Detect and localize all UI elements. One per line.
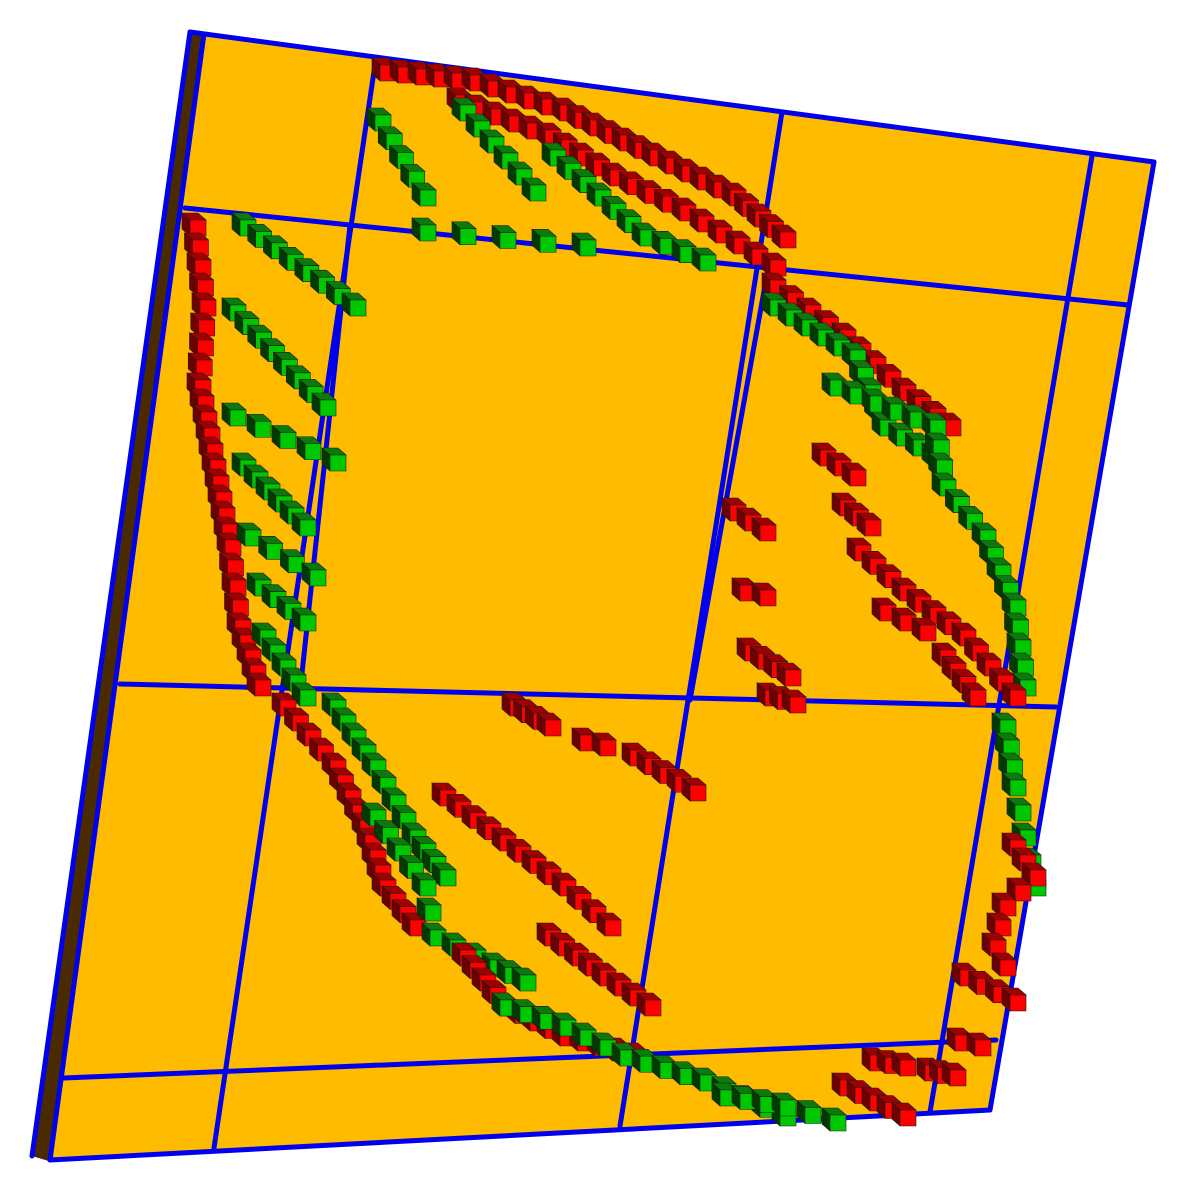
green-cube xyxy=(511,967,537,992)
green-cube xyxy=(291,607,317,632)
green-cube xyxy=(399,163,426,188)
green-cube xyxy=(1008,652,1035,677)
red-cube xyxy=(681,777,707,802)
grid-line xyxy=(117,681,1059,710)
cube-markers xyxy=(181,57,1047,1132)
red-cube xyxy=(636,992,662,1017)
red-cube xyxy=(841,462,867,487)
red-cube xyxy=(1001,832,1027,857)
red-cube xyxy=(911,617,937,642)
red-cube xyxy=(246,672,272,697)
red-cube xyxy=(891,1102,917,1127)
red-cube xyxy=(891,1052,917,1077)
green-cube xyxy=(271,424,297,450)
grid-line xyxy=(61,1037,999,1081)
green-cube xyxy=(416,897,442,922)
red-cube xyxy=(861,550,887,575)
green-cube xyxy=(927,452,954,477)
green-cube xyxy=(771,1092,797,1117)
green-cube xyxy=(341,292,367,317)
red-cube xyxy=(991,892,1017,917)
plate-edge xyxy=(32,32,206,1162)
green-cube xyxy=(507,161,533,186)
green-cube xyxy=(841,380,867,405)
red-cube xyxy=(536,712,562,737)
green-cube xyxy=(997,752,1024,777)
plate-face xyxy=(50,34,1154,1160)
green-cube xyxy=(796,1099,822,1125)
green-cube xyxy=(1001,592,1027,617)
green-cube xyxy=(296,436,322,461)
red-cube xyxy=(189,312,216,337)
red-cube xyxy=(223,592,250,617)
green-cube xyxy=(301,562,327,587)
red-cube xyxy=(856,512,882,537)
red-cube xyxy=(218,552,245,577)
green-cube xyxy=(257,535,284,560)
red-cube xyxy=(188,272,215,297)
green-cube xyxy=(221,402,247,427)
green-cube xyxy=(821,1107,847,1132)
red-cube xyxy=(771,224,797,249)
grid-line xyxy=(617,109,785,1129)
green-cube xyxy=(451,221,477,246)
green-cube xyxy=(921,412,947,437)
grid-line xyxy=(182,205,1131,308)
green-cube xyxy=(491,224,517,250)
red-cube xyxy=(967,970,994,995)
red-cube xyxy=(961,682,987,707)
green-cube xyxy=(386,837,412,862)
red-cube xyxy=(776,662,802,687)
green-cube xyxy=(411,872,437,897)
green-cube xyxy=(291,512,317,537)
green-cube xyxy=(591,1032,617,1057)
green-cube xyxy=(279,549,306,574)
green-cube xyxy=(994,732,1021,757)
grid-line xyxy=(47,31,207,1163)
grid-line xyxy=(187,29,1157,165)
green-cube xyxy=(281,667,307,692)
grid-line xyxy=(687,255,773,703)
red-cube xyxy=(986,912,1012,937)
green-cube xyxy=(311,392,337,417)
red-cube xyxy=(191,292,217,317)
red-cube xyxy=(781,689,807,714)
green-cube xyxy=(411,182,437,207)
green-cube xyxy=(691,247,717,272)
red-cube xyxy=(183,232,210,257)
green-cube xyxy=(711,1082,737,1107)
green-cube xyxy=(924,432,951,457)
green-cube xyxy=(411,217,437,242)
green-cube xyxy=(571,232,597,257)
green-cube xyxy=(1003,612,1030,637)
red-cube xyxy=(188,332,215,357)
green-cube xyxy=(246,413,272,438)
green-cube xyxy=(1006,632,1032,657)
green-cube xyxy=(991,712,1017,737)
grid-line xyxy=(29,29,193,1159)
green-cube xyxy=(978,539,1005,565)
red-cube xyxy=(941,1062,967,1087)
red-cube xyxy=(187,352,214,377)
green-cube xyxy=(848,359,875,385)
red-cube xyxy=(596,912,622,937)
grid-line xyxy=(987,159,1157,1113)
red-cube xyxy=(966,1032,992,1057)
green-cube xyxy=(531,228,557,253)
red-cube xyxy=(751,517,777,542)
red-cube xyxy=(591,732,617,757)
green-cube xyxy=(321,447,347,472)
red-cube xyxy=(743,241,769,266)
green-cube xyxy=(521,177,547,202)
green-cube xyxy=(1001,772,1027,797)
red-cube xyxy=(221,572,247,597)
red-cube xyxy=(1001,682,1027,707)
red-cube xyxy=(1001,987,1027,1012)
green-cube xyxy=(1006,797,1032,822)
red-cube xyxy=(991,952,1017,977)
red-cube xyxy=(751,582,777,607)
green-cube xyxy=(236,522,262,547)
